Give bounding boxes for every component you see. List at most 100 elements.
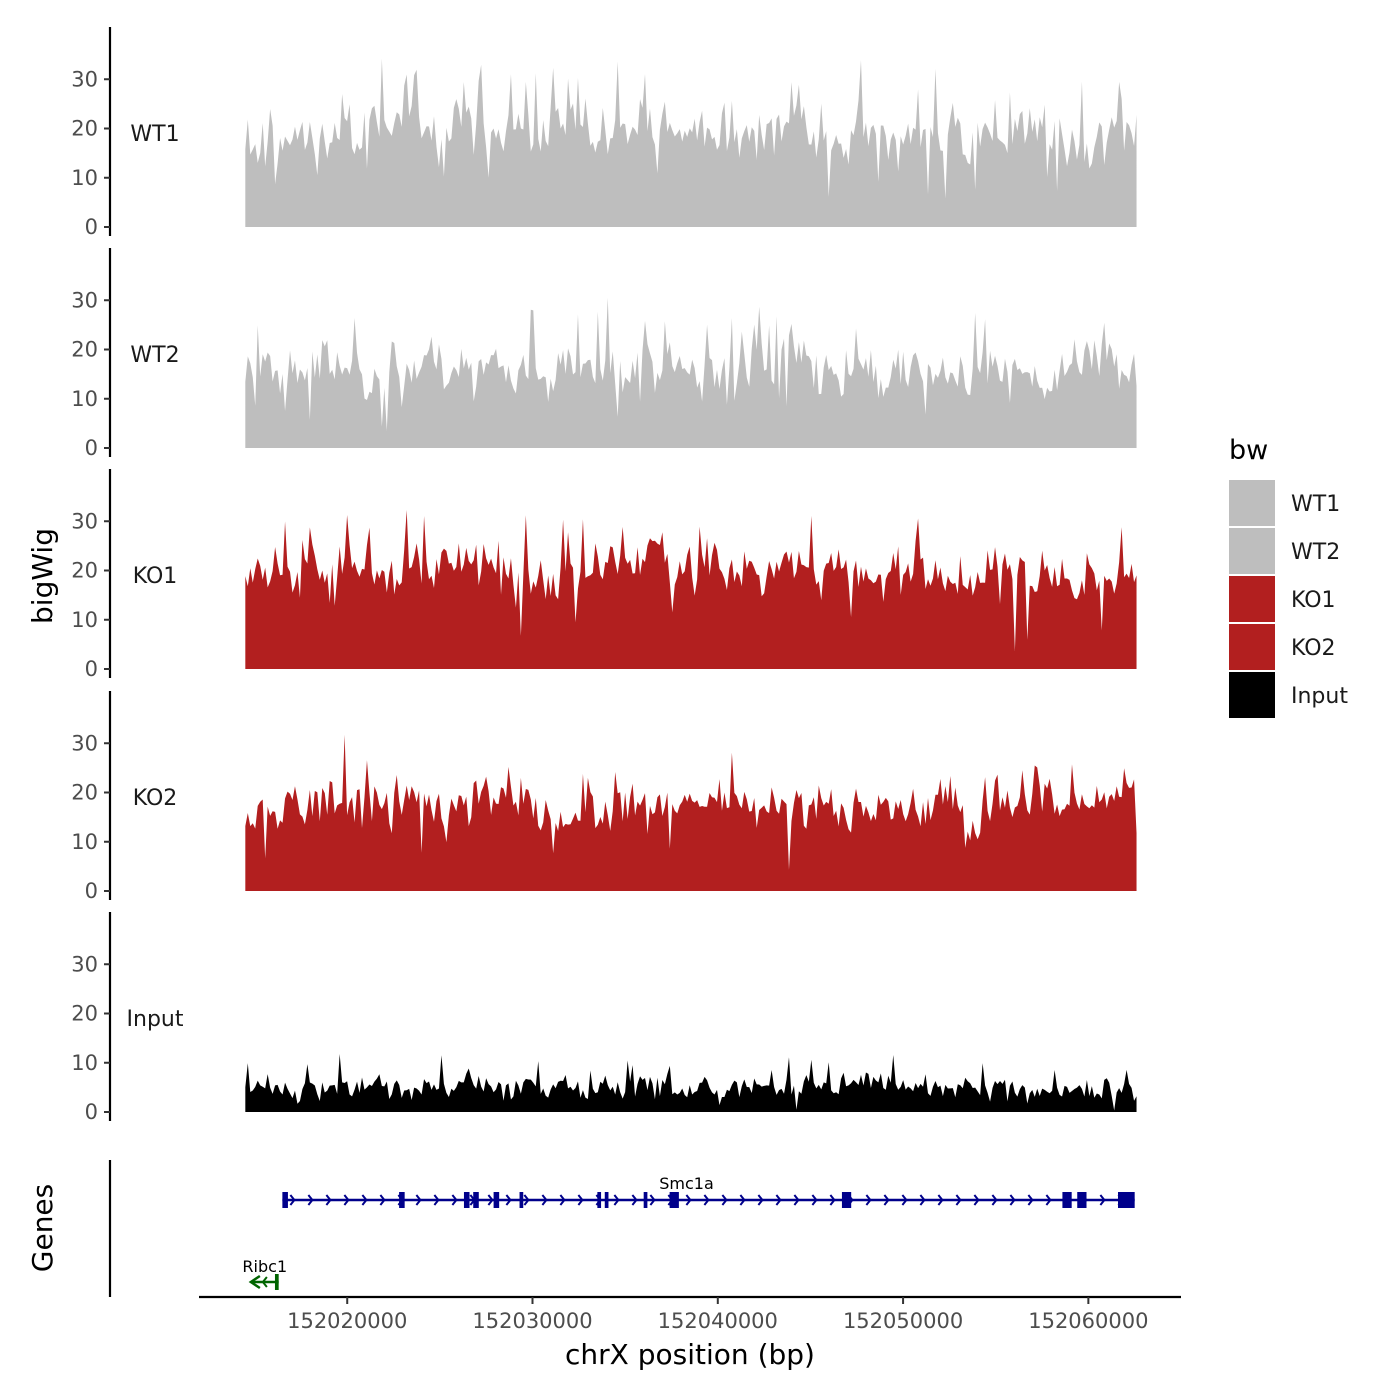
strand-arrow <box>775 1194 782 1206</box>
x-axis: 152020000 152030000 152040000 152050000 1520… <box>199 1295 1181 1333</box>
y-tick-label: 20 <box>71 117 98 141</box>
strand-arrow <box>343 1194 350 1206</box>
y-tick-label: 30 <box>71 509 98 533</box>
x-tick-label: 152020000 <box>287 1309 407 1333</box>
strand-arrow <box>289 1194 296 1206</box>
strand-arrow <box>631 1194 638 1206</box>
strand-arrow <box>325 1194 332 1206</box>
exon <box>493 1192 500 1208</box>
strand-arrow <box>505 1194 512 1206</box>
strand-arrow <box>577 1194 584 1206</box>
strand-arrow <box>757 1194 764 1206</box>
strand-arrow <box>487 1194 494 1206</box>
legend-label-ko1: KO1 <box>1291 588 1336 613</box>
y-tick-label: 0 <box>85 657 98 681</box>
strand-arrow <box>721 1194 728 1206</box>
y-tick-label: 10 <box>71 608 98 632</box>
panel-ko2: 0 10 20 30 KO2 <box>71 691 1137 903</box>
strand-arrow <box>739 1194 746 1206</box>
genes-axis-title: Genes <box>26 1184 59 1272</box>
strand-arrow <box>307 1194 314 1206</box>
legend-key-input <box>1229 672 1275 718</box>
y-tick-label: 0 <box>85 879 98 903</box>
exon <box>1062 1192 1072 1208</box>
track-label: Input <box>127 1007 184 1032</box>
y-tick-label: 30 <box>71 288 98 312</box>
strand-arrow <box>883 1194 890 1206</box>
legend-label-wt1: WT1 <box>1291 492 1340 517</box>
strand-arrow <box>559 1194 566 1206</box>
y-tick-label: 20 <box>71 1002 98 1026</box>
exon <box>1077 1192 1087 1208</box>
strand-arrow <box>919 1194 926 1206</box>
exon <box>841 1192 852 1208</box>
panel-input: 0 10 20 30 Input <box>71 912 1137 1124</box>
strand-arrow <box>1027 1194 1034 1206</box>
strand-arrow <box>811 1194 818 1206</box>
track-label: KO2 <box>133 786 178 811</box>
x-tick-label: 152030000 <box>472 1309 592 1333</box>
genes-panel: Smc1a Ribc1 <box>108 1160 1135 1297</box>
gene-ribc1: Ribc1 <box>242 1257 287 1290</box>
strand-arrow <box>361 1194 368 1206</box>
signal-area-ko2 <box>245 734 1137 891</box>
y-tick-label: 0 <box>85 436 98 460</box>
strand-arrow <box>973 1194 980 1206</box>
strand-arrow <box>613 1194 620 1206</box>
strand-arrow <box>865 1194 872 1206</box>
x-tick-label: 152040000 <box>658 1309 778 1333</box>
y-tick-label: 30 <box>71 67 98 91</box>
exon <box>399 1192 405 1208</box>
y-tick-label: 20 <box>71 559 98 583</box>
y-tick-label: 10 <box>71 830 98 854</box>
strand-arrow <box>248 1274 261 1290</box>
legend-label-wt2: WT2 <box>1291 540 1340 565</box>
strand-arrow <box>937 1194 944 1206</box>
exon <box>604 1192 609 1208</box>
strand-arrow <box>685 1194 692 1206</box>
strand-arrow <box>901 1194 908 1206</box>
legend-key-ko1 <box>1229 576 1275 622</box>
panel-ko1: 0 10 20 30 KO1 <box>71 469 1137 681</box>
legend: bw WT1 WT2 KO1 KO2 Input <box>1229 435 1348 718</box>
gene-label: Ribc1 <box>242 1257 287 1276</box>
y-tick-label: 0 <box>85 1100 98 1124</box>
y-tick-label: 10 <box>71 387 98 411</box>
legend-key-wt2 <box>1229 528 1275 574</box>
exon <box>282 1192 288 1208</box>
legend-label-ko2: KO2 <box>1291 636 1336 661</box>
strand-arrow <box>991 1194 998 1206</box>
y-tick-label: 10 <box>71 166 98 190</box>
y-axis-title: bigWig <box>26 528 59 624</box>
y-tick-label: 20 <box>71 781 98 805</box>
strand-arrow <box>793 1194 800 1206</box>
y-tick-label: 30 <box>71 952 98 976</box>
strand-arrow <box>1099 1194 1106 1206</box>
strand-arrow <box>703 1194 710 1206</box>
strand-arrow <box>649 1194 656 1206</box>
strand-arrow <box>415 1194 422 1206</box>
x-tick-label: 152060000 <box>1028 1309 1148 1333</box>
panel-wt2: 0 10 20 30 WT2 <box>71 248 1137 460</box>
exon <box>1118 1192 1135 1208</box>
signal-area-ko1 <box>245 509 1137 669</box>
track-label: KO1 <box>133 564 178 589</box>
strand-arrow <box>955 1194 962 1206</box>
track-label: WT2 <box>130 343 179 368</box>
track-label: WT1 <box>130 122 179 147</box>
legend-label-input: Input <box>1291 684 1348 709</box>
signal-panels: 0 10 20 30 WT1 0 10 20 30 WT2 0 10 20 30 KO1 0 10 20 30 KO2… <box>71 27 1137 1124</box>
exon <box>473 1192 479 1208</box>
strand-arrow <box>1009 1194 1016 1206</box>
signal-area-wt1 <box>245 58 1137 227</box>
y-tick-label: 20 <box>71 338 98 362</box>
exon <box>643 1192 648 1208</box>
panel-wt1: 0 10 20 30 WT1 <box>71 27 1137 239</box>
y-tick-label: 30 <box>71 731 98 755</box>
strand-arrow <box>523 1194 530 1206</box>
exon <box>597 1192 602 1208</box>
exon <box>274 1274 279 1290</box>
gene-label: Smc1a <box>659 1174 714 1193</box>
strand-arrow <box>433 1194 440 1206</box>
